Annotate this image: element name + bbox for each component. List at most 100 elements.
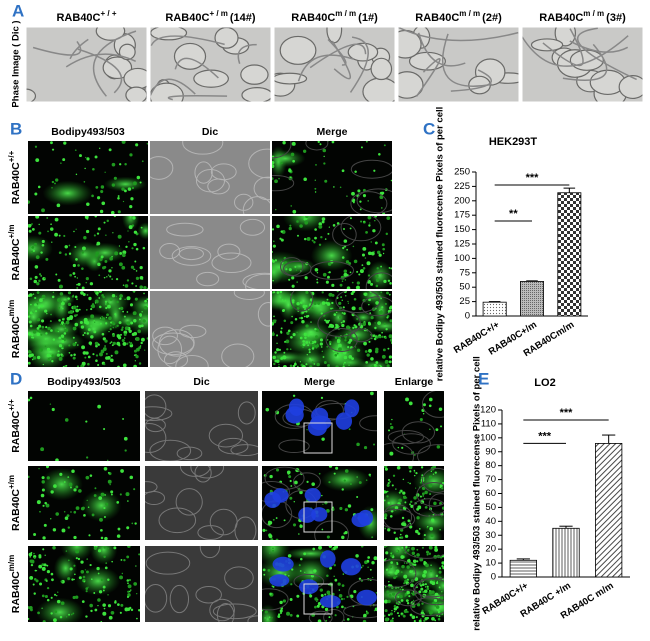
lipid-droplet xyxy=(109,275,112,278)
cell xyxy=(169,584,190,614)
cell-outline xyxy=(414,577,444,606)
lipid-droplet xyxy=(305,216,309,219)
lipid-droplet xyxy=(84,167,86,170)
lipid-droplet xyxy=(419,495,423,498)
lipid-droplet xyxy=(84,569,86,571)
y-tick-label: 0 xyxy=(465,311,470,322)
lipid-droplet xyxy=(85,590,88,593)
lipid-droplet xyxy=(275,538,279,540)
lipid-droplet xyxy=(73,353,76,356)
lipid-droplet xyxy=(102,611,107,616)
lipid-droplet xyxy=(146,337,148,340)
lipid-droplet xyxy=(107,479,112,484)
lipid-droplet xyxy=(94,216,97,218)
lipid-droplet xyxy=(382,252,385,255)
lipid-droplet xyxy=(290,485,293,487)
lipid-droplet xyxy=(121,141,126,144)
lipid-droplet xyxy=(35,158,40,163)
nucleus xyxy=(335,412,353,430)
lipid-droplet xyxy=(344,508,349,512)
y-tick-label: 150 xyxy=(454,224,470,235)
lipid-droplet xyxy=(91,303,95,306)
nucleus xyxy=(344,399,360,418)
lipid-droplet xyxy=(81,600,85,603)
column-header: Dic xyxy=(193,376,210,388)
lipid-droplet xyxy=(41,607,43,609)
lipid-droplet xyxy=(127,590,130,593)
lipid-droplet xyxy=(326,339,329,341)
lipid-droplet xyxy=(97,572,100,575)
lipid-droplet xyxy=(300,344,303,347)
lipid-droplet xyxy=(93,494,97,497)
genotype: + / m xyxy=(209,9,227,18)
lipid-droplet xyxy=(119,611,122,614)
cell-outline xyxy=(421,391,444,418)
column-header: Bodipy493/503 xyxy=(47,376,121,388)
lipid-droplet xyxy=(299,224,303,228)
lipid-droplet xyxy=(412,599,415,602)
signal-blob xyxy=(40,467,83,501)
lipid-droplet xyxy=(395,488,397,490)
lipid-droplet xyxy=(369,568,372,571)
lipid-droplet xyxy=(383,322,386,325)
lipid-droplet xyxy=(296,281,298,283)
lipid-droplet xyxy=(132,216,136,220)
lipid-droplet xyxy=(358,306,362,311)
cell xyxy=(163,351,189,367)
lipid-droplet xyxy=(63,301,65,303)
lipid-droplet xyxy=(146,305,148,308)
lipid-droplet xyxy=(314,597,318,601)
lipid-droplet xyxy=(96,566,100,571)
lipid-droplet xyxy=(74,246,77,249)
lipid-droplet xyxy=(428,404,432,408)
lipid-droplet xyxy=(426,587,430,591)
lipid-droplet xyxy=(299,490,303,495)
lipid-droplet xyxy=(58,319,61,322)
lipid-droplet xyxy=(46,598,50,602)
lipid-droplet xyxy=(298,564,301,567)
lipid-droplet xyxy=(272,332,275,336)
lipid-droplet xyxy=(390,509,394,513)
cell-outline xyxy=(290,291,314,312)
lipid-droplet xyxy=(324,500,328,505)
micrograph xyxy=(28,216,148,289)
lipid-droplet xyxy=(367,251,372,256)
gene-name: RAB40C xyxy=(10,162,22,204)
cell xyxy=(145,490,166,506)
lipid-droplet xyxy=(128,241,130,243)
lipid-droplet xyxy=(90,308,93,311)
lipid-droplet xyxy=(107,274,110,276)
lipid-droplet xyxy=(351,291,356,294)
lipid-droplet xyxy=(359,200,362,203)
column-header: Bodipy493/503 xyxy=(51,126,125,138)
cell xyxy=(257,302,270,327)
lipid-droplet xyxy=(105,502,109,506)
lipid-droplet xyxy=(268,534,273,539)
lipid-droplet xyxy=(112,326,115,329)
lipid-droplet xyxy=(370,241,372,243)
lipid-droplet xyxy=(317,141,320,144)
lipid-droplet xyxy=(375,274,379,278)
lipid-droplet xyxy=(43,277,46,280)
micrograph xyxy=(522,27,643,102)
lipid-droplet xyxy=(413,471,416,473)
lipid-droplet xyxy=(121,187,125,191)
lipid-droplet xyxy=(383,279,387,283)
lipid-droplet xyxy=(292,523,297,527)
lipid-droplet xyxy=(67,526,70,529)
lipid-droplet xyxy=(349,227,352,230)
lipid-droplet xyxy=(387,429,391,432)
lipid-droplet xyxy=(388,355,392,359)
lipid-droplet xyxy=(390,553,392,555)
lipid-droplet xyxy=(431,590,435,594)
lipid-droplet xyxy=(385,557,387,560)
lipid-droplet xyxy=(103,607,106,610)
lipid-droplet xyxy=(272,160,275,165)
lipid-droplet xyxy=(363,445,368,450)
lipid-droplet xyxy=(58,306,61,309)
lipid-droplet xyxy=(396,612,399,615)
lipid-droplet xyxy=(428,609,431,612)
lipid-droplet xyxy=(114,251,119,256)
lipid-droplet xyxy=(141,160,144,163)
lipid-droplet xyxy=(364,257,367,259)
